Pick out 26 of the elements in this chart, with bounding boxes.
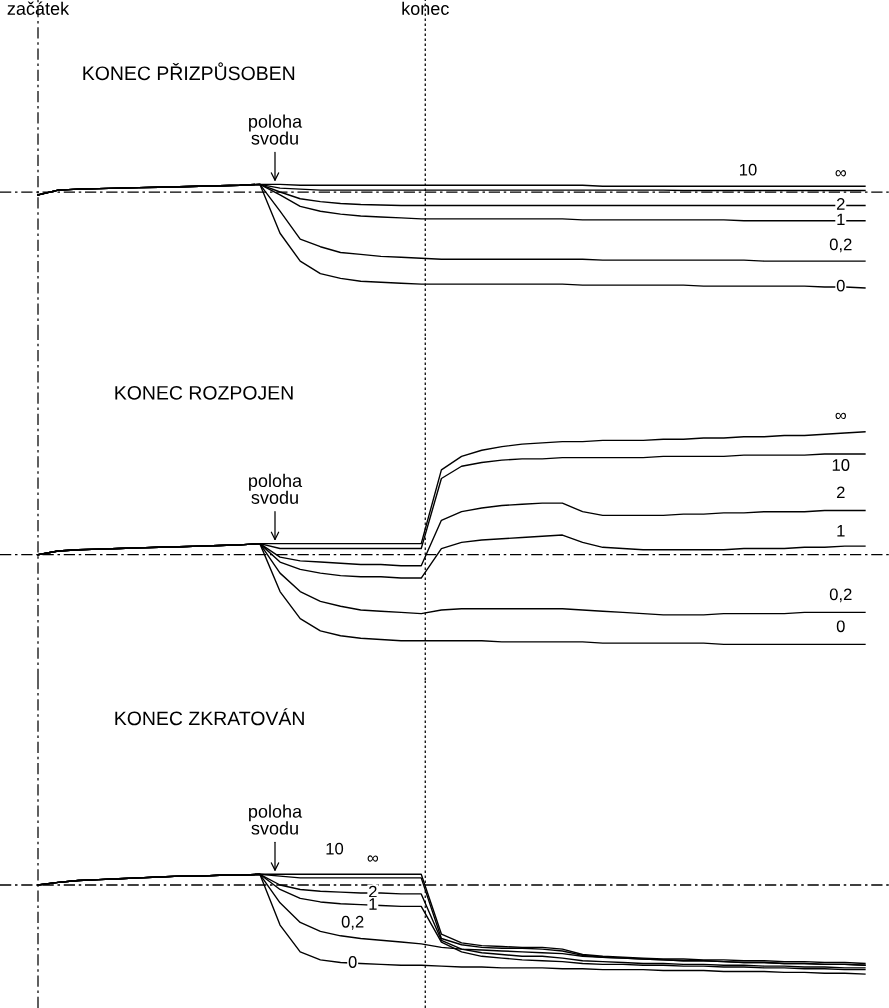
chart-title: KONEC PŘIZPŮSOBEN — [83, 62, 295, 81]
chart-title: KONEC ROZPOJEN — [115, 385, 293, 400]
series-label: 0,2 — [829, 238, 852, 253]
series-label: 0,2 — [341, 915, 364, 930]
series-label: 2 — [369, 885, 377, 898]
series-label: 10 — [832, 459, 850, 471]
series-label: 1 — [369, 898, 377, 910]
series-label: ∞ — [367, 855, 379, 862]
series-label: 0 — [836, 620, 845, 633]
series-label: 2 — [836, 198, 845, 210]
series-label: 0 — [348, 956, 357, 968]
annotation: poloha svodu — [249, 473, 303, 504]
text: začátek — [7, 1, 70, 15]
series-label: ∞ — [835, 412, 846, 420]
series-label: 0,2 — [829, 588, 852, 603]
chart-title: KONEC ZKRATOVÁN — [115, 708, 304, 726]
series-label: 2 — [836, 486, 845, 499]
text: konec — [402, 1, 449, 15]
series-label: 10 — [739, 163, 757, 176]
text: poloha svodu — [249, 804, 303, 835]
series-label: ∞ — [835, 170, 846, 177]
series-label: 10 — [326, 842, 344, 855]
series-label: 1 — [837, 525, 845, 537]
series-label: 0 — [836, 279, 845, 292]
series-label: 1 — [837, 213, 845, 226]
text: poloha svodu — [249, 114, 303, 145]
